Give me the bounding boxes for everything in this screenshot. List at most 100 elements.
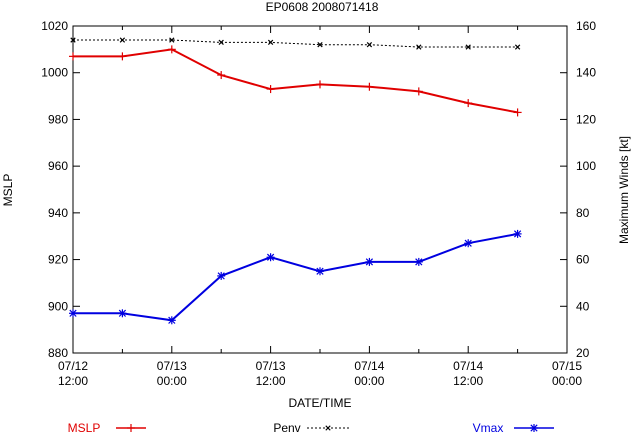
point-vmax [167, 316, 176, 325]
x-axis: 07/1212:0007/1300:0007/1312:0007/1400:00… [58, 26, 582, 388]
x-axis-label: DATE/TIME [288, 396, 351, 410]
x-tick-label-time: 12:00 [58, 374, 88, 388]
point-vmax-stroke [316, 267, 324, 275]
x-tick-label-date: 07/14 [354, 359, 384, 373]
point-penv [416, 44, 422, 50]
point-vmax-stroke [464, 239, 472, 247]
legend-marker-penv-stroke [325, 425, 331, 431]
point-vmax [118, 309, 127, 318]
point-vmax [217, 271, 226, 280]
point-penv [218, 39, 224, 46]
point-vmax [464, 239, 473, 248]
point-vmax-stroke [217, 272, 225, 280]
point-penv-stroke [70, 37, 76, 43]
y-right-tick-label: 20 [576, 346, 590, 360]
point-mslp [414, 87, 423, 96]
point-penv-stroke [416, 44, 422, 50]
point-vmax [316, 267, 324, 276]
legend-label-vmax: Vmax [473, 421, 504, 435]
point-vmax [365, 257, 374, 266]
point-penv-stroke [366, 42, 373, 48]
point-vmax [513, 229, 522, 238]
point-vmax-stroke [415, 258, 423, 266]
x-tick-label-time: 00:00 [157, 374, 187, 388]
point-mslp [118, 52, 127, 61]
y-right-tick-label: 40 [576, 299, 590, 313]
y-right-tick-label: 120 [576, 112, 596, 126]
y-right-tick-label: 140 [576, 66, 596, 80]
point-penv [514, 44, 521, 50]
point-vmax-stroke [365, 258, 374, 266]
left-y-axis: 880 900 920 940 960 980 1000 1020 [41, 19, 567, 360]
y-left-tick-label: 920 [48, 253, 68, 267]
series-line-mslp [73, 48, 518, 114]
plot-frame [72, 25, 568, 354]
series-line-vmax [73, 232, 518, 322]
point-penv-stroke [119, 37, 126, 43]
point-vmax-stroke [266, 253, 275, 261]
x-tick-label-time: 00:00 [552, 374, 582, 388]
x-tick-label-date: 07/13 [256, 359, 286, 373]
x-tick-label-time: 12:00 [256, 374, 286, 388]
x-tick-label-date: 07/12 [58, 359, 88, 373]
y-left-tick-label: 940 [48, 206, 68, 220]
x-tick-label-date: 07/13 [157, 359, 187, 373]
point-penv [70, 37, 76, 43]
series-line-penv [73, 39, 518, 48]
legend-label-mslp: MSLP [68, 421, 101, 435]
y-left-tick-label: 1020 [41, 19, 68, 33]
point-mslp [69, 52, 77, 61]
point-penv-stroke [317, 42, 323, 48]
point-mslp [365, 82, 374, 91]
point-penv [119, 37, 126, 43]
point-mslp [167, 45, 176, 54]
point-vmax-stroke [168, 316, 176, 324]
point-penv-stroke [465, 44, 471, 50]
point-penv [267, 39, 274, 46]
y-left-tick-label: 900 [48, 299, 68, 313]
legend: MSLP Penv Vmax [68, 421, 554, 435]
point-mslp [513, 108, 522, 117]
point-vmax-stroke [513, 230, 522, 238]
point-mslp [266, 85, 275, 94]
legend-marker-penv [325, 425, 331, 431]
y-right-tick-label: 100 [576, 159, 596, 173]
point-penv [465, 44, 471, 50]
point-penv-stroke [267, 39, 274, 46]
x-tick-label-time: 00:00 [354, 374, 384, 388]
y-left-tick-label: 1000 [41, 66, 68, 80]
y-left-label: MSLP [1, 174, 15, 207]
point-mslp [316, 80, 324, 89]
legend-marker-vmax [530, 424, 538, 432]
point-penv [317, 42, 323, 48]
point-vmax-stroke [69, 309, 77, 317]
right-y-axis: 20 40 60 80 100 120 140 160 [576, 19, 596, 360]
y-right-tick-label: 80 [576, 206, 590, 220]
chart-title: EP0608 2008071418 [266, 0, 379, 14]
legend-marker-vmax-stroke [530, 424, 538, 432]
legend-marker-mslp [127, 424, 135, 432]
point-vmax-stroke [118, 309, 127, 317]
y-right-tick-label: 60 [576, 253, 590, 267]
point-vmax [414, 257, 423, 266]
point-penv-stroke [514, 44, 521, 50]
point-penv-stroke [169, 37, 175, 43]
x-tick-label-time: 12:00 [453, 374, 483, 388]
point-mslp [464, 99, 473, 108]
legend-label-penv: Penv [273, 421, 300, 435]
y-left-tick-label: 960 [48, 159, 68, 173]
y-left-tick-label: 880 [48, 346, 68, 360]
point-penv [169, 37, 175, 43]
y-left-tick-label: 980 [48, 112, 68, 126]
point-penv [366, 42, 373, 48]
point-penv-stroke [218, 39, 224, 46]
point-vmax [69, 309, 77, 318]
point-vmax [266, 253, 275, 262]
series-layer [69, 37, 522, 325]
x-tick-label-date: 07/14 [453, 359, 483, 373]
y-right-label: Maximum Winds [kt] [617, 136, 631, 244]
x-tick-label-date: 07/15 [552, 359, 582, 373]
point-mslp [217, 71, 226, 80]
y-right-tick-label: 160 [576, 19, 596, 33]
